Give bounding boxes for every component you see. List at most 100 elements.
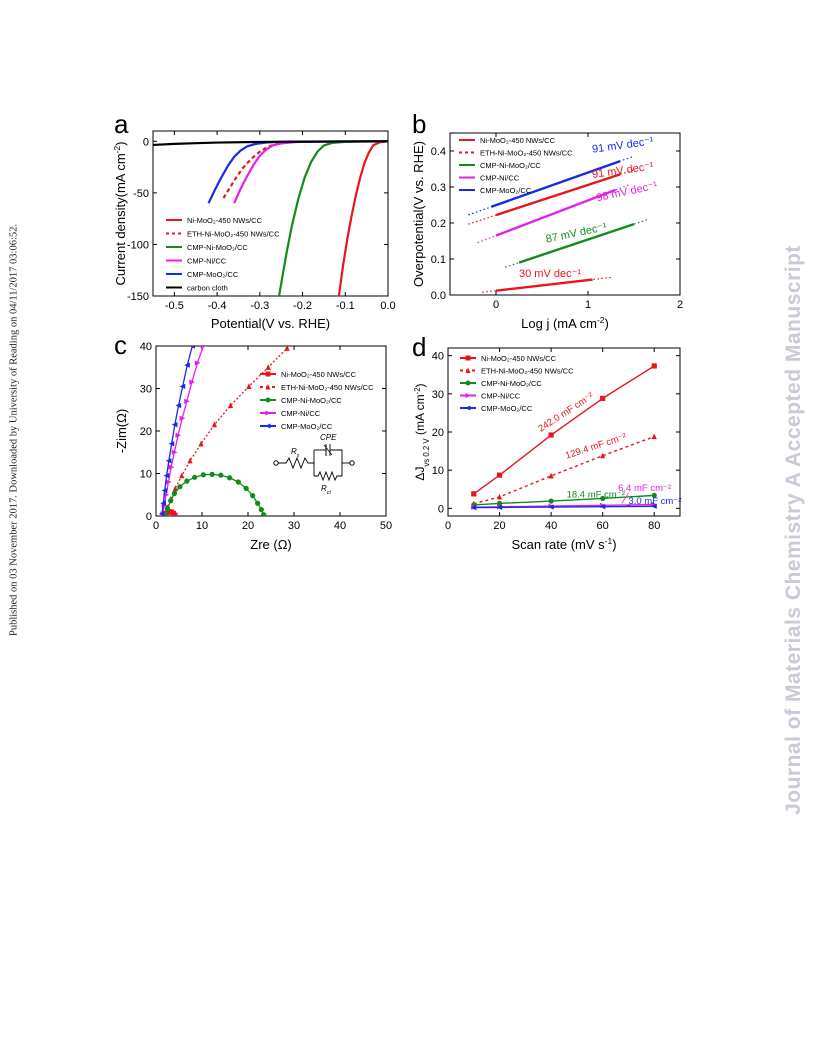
label-part: ct [327, 490, 332, 496]
data-point [171, 449, 178, 455]
data-point [227, 402, 234, 409]
label-part: ) [113, 141, 128, 145]
data-point [265, 397, 271, 403]
series-line [222, 140, 389, 199]
data-point [265, 410, 271, 416]
plot-frame [449, 132, 681, 296]
label-part: (mA cm [413, 394, 427, 438]
figure: a -0.5 -0.4 -0.3 -0.2 -0.1 0.0 0 -50 -100 -150 Pote… [108, 108, 702, 560]
label-part: R [321, 484, 327, 493]
legend-label: CMP-MoO₂/CC [480, 186, 532, 195]
data-point [227, 475, 233, 481]
panel-letter: b [412, 109, 426, 139]
data-point [250, 493, 256, 499]
x-tick-label: 2 [677, 299, 683, 311]
label-part: ) [612, 537, 616, 552]
y-tick-label: 30 [140, 384, 152, 396]
panel-letter: a [114, 109, 129, 139]
series-line [495, 188, 617, 237]
y-axis-label: Current density(mA cm-2) [112, 141, 128, 285]
series-line [277, 140, 389, 297]
series-line [473, 435, 655, 505]
panel-a: a -0.5 -0.4 -0.3 -0.2 -0.1 0.0 0 -50 -100 -150 Pote… [112, 109, 396, 331]
x-tick-label: 30 [288, 520, 300, 532]
y-tick-label: 40 [432, 351, 444, 363]
data-point [243, 485, 249, 491]
data-point [158, 511, 165, 516]
circuit-label-rs: Rs [291, 447, 300, 459]
slope-annotation: 91 mV dec⁻¹ [591, 135, 654, 156]
legend-label: ETH-Ni-MoO₂-450 NWs/CC [480, 149, 573, 158]
data-point [184, 362, 190, 368]
cpe-slash [323, 444, 333, 456]
circuit-label-rct: Rct [321, 484, 331, 496]
data-point [168, 464, 175, 470]
circuit-label-cpe: CPE [320, 433, 337, 442]
legend-label: Ni-MoO₂-450 NWs/CC [187, 216, 263, 225]
resistor-rct [314, 470, 342, 482]
figure-svg: a-0.5 -0.4 -0.3 -0.2 -0.1 0.00-50-100-150Pote… [112, 109, 683, 552]
label-part: ) [413, 383, 427, 387]
data-point [258, 507, 264, 513]
data-point [265, 364, 271, 370]
label-part: Scan rate (mV s [511, 537, 605, 552]
x-tick-label: 0.0 [380, 300, 395, 312]
series-line [162, 346, 204, 514]
y-tick-label: 0 [146, 511, 152, 523]
series-line [152, 140, 389, 147]
data-point [465, 393, 471, 398]
y-tick-label: 10 [140, 469, 152, 481]
legend-label: CMP-Ni/CC [481, 392, 521, 401]
data-point [172, 485, 178, 491]
series-line [164, 347, 288, 515]
capacitance-annotation: 3.0 mF cm⁻² [628, 496, 681, 507]
data-point [651, 433, 657, 440]
data-point [189, 379, 195, 385]
y-tick-label: -50 [133, 188, 149, 200]
legend-label: Ni-MoO₂-450 NWs/CC [481, 354, 557, 363]
capacitance-annotation: 6.4 mF cm⁻² [618, 483, 671, 494]
data-point [470, 505, 477, 511]
legend-label: CMP-Ni/CC [187, 257, 227, 266]
data-point [600, 395, 606, 401]
legend-label: CMP-Ni-MoO₂/CC [481, 379, 542, 388]
data-point [261, 512, 267, 516]
x-tick-label: 20 [493, 520, 505, 532]
data-point [192, 474, 198, 480]
y-tick-label: -100 [127, 239, 149, 251]
data-point [465, 380, 471, 386]
data-point [179, 472, 185, 479]
publication-note-text: Published on 03 November 2017. Downloade… [8, 224, 20, 636]
x-axis-label: Scan rate (mV s-1) [511, 536, 616, 552]
x-tick-label: 0 [445, 520, 451, 532]
x-axis-label: Log j (mA cm-2) [521, 315, 609, 331]
x-tick-label: 40 [334, 520, 346, 532]
data-point [235, 479, 241, 485]
label-part: R [291, 447, 297, 456]
label-part: vs 0.2 V [422, 438, 431, 467]
data-point [200, 472, 206, 478]
data-point [548, 472, 554, 479]
y-tick-label: 0 [143, 136, 149, 148]
annotation-pointer [621, 492, 629, 504]
data-point [198, 440, 204, 447]
y-tick-label: 0.0 [431, 290, 446, 302]
data-point [496, 500, 503, 506]
plot-frame [152, 130, 389, 297]
data-point [246, 383, 252, 389]
x-tick-label: -0.1 [336, 300, 355, 312]
data-point [194, 360, 201, 366]
data-point [465, 367, 471, 373]
legend-label: CMP-Ni-MoO₂/CC [480, 161, 541, 170]
data-point [496, 472, 503, 478]
y-tick-label: 10 [432, 465, 444, 477]
legend-label: Ni-MoO₂-450 NWs/CC [281, 370, 357, 379]
y-tick-label: 20 [140, 426, 152, 438]
capacitance-annotation: 18.4 mF cm⁻² [567, 489, 625, 500]
data-point [172, 512, 178, 516]
publication-note: Published on 03 November 2017. Downloade… [0, 0, 28, 1056]
journal-watermark-text: Journal of Materials Chemistry A Accepte… [782, 245, 805, 815]
data-point [218, 472, 224, 478]
legend-label: CMP-Ni-MoO₂/CC [187, 243, 248, 252]
